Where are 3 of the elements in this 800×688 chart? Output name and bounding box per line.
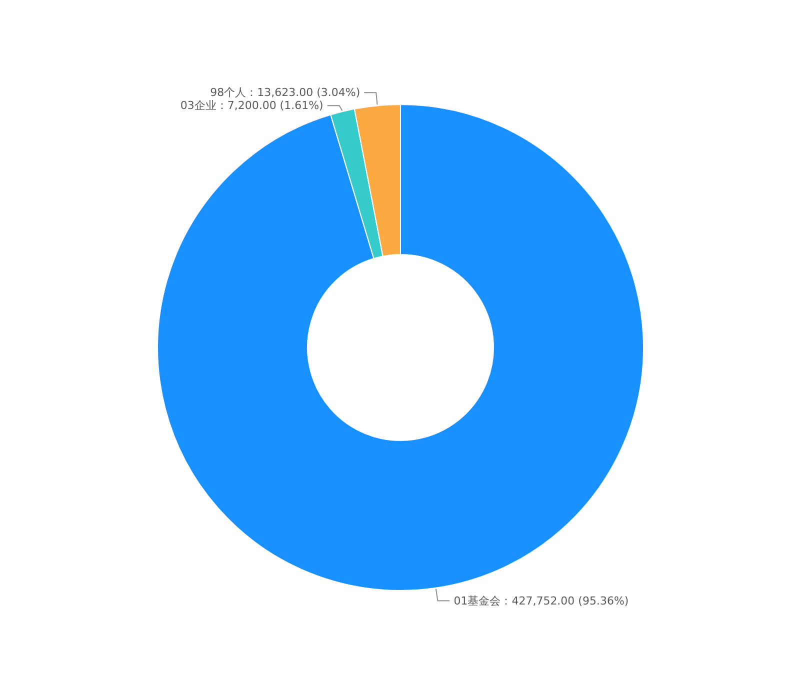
- slice-label: 01基金会：427,752.00 (95.36%): [454, 594, 629, 608]
- slice-label: 98个人：13,623.00 (3.04%): [210, 86, 360, 100]
- slice-label: 03企业：7,200.00 (1.61%): [180, 99, 324, 112]
